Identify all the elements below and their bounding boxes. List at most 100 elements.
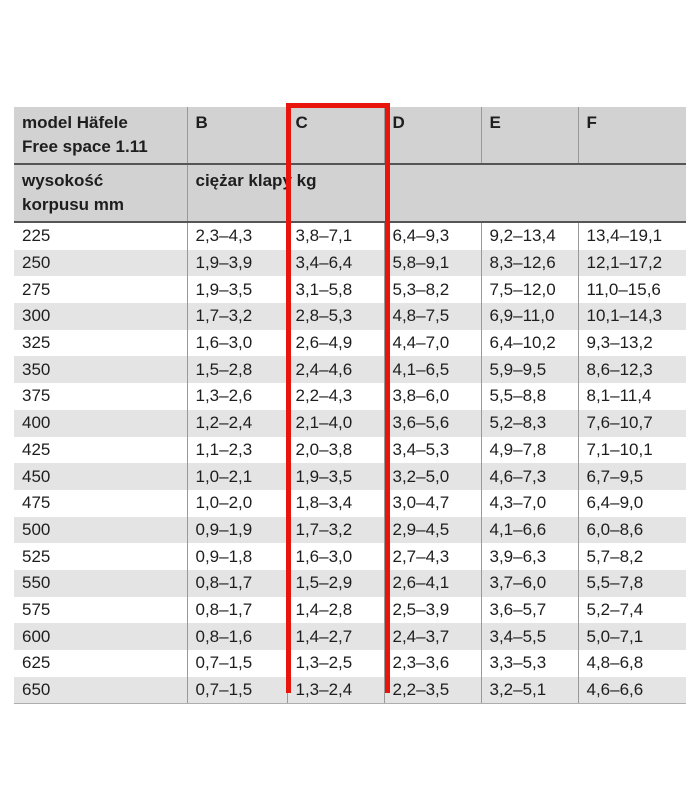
cell-weight-range-b: 1,0–2,0 — [186, 489, 287, 517]
cell-weight-range-b: 1,0–2,1 — [186, 463, 287, 490]
table-row: 325 1,6–3,0 2,6–4,9 4,4–7,0 6,4–10,2 9,3–13,2 — [14, 329, 686, 357]
table-row: 225 2,3–4,3 3,8–7,1 6,4–9,3 9,2–13,4 13,4–19,… — [14, 222, 686, 250]
cell-weight-range-f: 7,6–10,7 — [577, 409, 686, 437]
cell-body-height-mm: 525 — [14, 543, 187, 570]
cell-weight-range-c: 1,3–2,5 — [286, 650, 384, 677]
cell-body-height-mm: 400 — [14, 409, 187, 437]
cell-weight-range-f: 6,7–9,5 — [577, 463, 686, 490]
cell-body-height-mm: 275 — [14, 276, 187, 304]
cell-body-height-mm: 625 — [14, 650, 187, 677]
cell-weight-range-f: 8,1–11,4 — [577, 383, 686, 410]
cell-weight-range-d: 2,4–3,7 — [383, 623, 481, 650]
table-row: 425 1,1–2,3 2,0–3,8 3,4–5,3 4,9–7,8 7,1–10,1 — [14, 436, 686, 464]
cell-weight-range-b: 1,5–2,8 — [186, 356, 287, 384]
cell-weight-range-d: 5,8–9,1 — [383, 249, 481, 277]
cell-weight-range-d: 3,4–5,3 — [383, 436, 481, 464]
cell-weight-range-c: 3,1–5,8 — [286, 276, 384, 304]
column-header-d: D — [383, 107, 481, 165]
cell-weight-range-e: 3,4–5,5 — [480, 623, 578, 650]
cell-weight-range-f: 8,6–12,3 — [577, 356, 686, 384]
cell-weight-range-c: 2,0–3,8 — [286, 436, 384, 464]
cell-weight-range-e: 6,4–10,2 — [480, 329, 578, 357]
table-row: 575 0,8–1,7 1,4–2,8 2,5–3,9 3,6–5,7 5,2–7,4 — [14, 596, 686, 624]
cell-weight-range-e: 3,2–5,1 — [480, 676, 578, 705]
table-row: 450 1,0–2,1 1,9–3,5 3,2–5,0 4,6–7,3 6,7–9,5 — [14, 463, 686, 490]
cell-weight-range-f: 6,4–9,0 — [577, 489, 686, 517]
cell-weight-range-f: 7,1–10,1 — [577, 436, 686, 464]
table-row: 500 0,9–1,9 1,7–3,2 2,9–4,5 4,1–6,6 6,0–8,6 — [14, 516, 686, 544]
cell-weight-range-c: 2,4–4,6 — [286, 356, 384, 384]
cell-weight-range-c: 1,3–2,4 — [286, 676, 384, 705]
cell-weight-range-c: 3,4–6,4 — [286, 249, 384, 277]
cell-weight-range-d: 4,4–7,0 — [383, 329, 481, 357]
header-row-units: wysokość korpusu mm ciężar klapy kg — [14, 164, 686, 223]
cell-weight-range-b: 0,8–1,7 — [186, 596, 287, 624]
table-row: 650 0,7–1,5 1,3–2,4 2,2–3,5 3,2–5,1 4,6–6,6 — [14, 676, 686, 705]
cell-weight-range-f: 4,6–6,6 — [577, 676, 686, 705]
cell-weight-range-c: 1,4–2,8 — [286, 596, 384, 624]
cell-weight-range-f: 5,2–7,4 — [577, 596, 686, 624]
cell-weight-range-e: 8,3–12,6 — [480, 249, 578, 277]
cell-weight-range-e: 4,9–7,8 — [480, 436, 578, 464]
cell-weight-range-c: 1,6–3,0 — [286, 543, 384, 570]
cell-weight-range-d: 2,2–3,5 — [383, 676, 481, 705]
cell-weight-range-b: 1,9–3,5 — [186, 276, 287, 304]
cell-weight-range-b: 1,6–3,0 — [186, 329, 287, 357]
table-row: 625 0,7–1,5 1,3–2,5 2,3–3,6 3,3–5,3 4,8–6,8 — [14, 650, 686, 677]
cell-weight-range-e: 3,3–5,3 — [480, 650, 578, 677]
cell-weight-range-b: 1,1–2,3 — [186, 436, 287, 464]
cell-weight-range-e: 6,9–11,0 — [480, 303, 578, 330]
cell-weight-range-d: 3,6–5,6 — [383, 409, 481, 437]
cell-weight-range-f: 9,3–13,2 — [577, 329, 686, 357]
cell-weight-range-c: 2,1–4,0 — [286, 409, 384, 437]
cell-weight-range-b: 0,9–1,9 — [186, 516, 287, 544]
cell-weight-range-c: 1,9–3,5 — [286, 463, 384, 490]
cell-weight-range-e: 7,5–12,0 — [480, 276, 578, 304]
cell-body-height-mm: 475 — [14, 489, 187, 517]
model-header-cell: model Häfele Free space 1.11 — [14, 107, 187, 165]
cell-weight-range-c: 1,5–2,9 — [286, 569, 384, 597]
column-header-c: C — [286, 107, 384, 165]
cell-weight-range-c: 3,8–7,1 — [286, 222, 384, 250]
cell-weight-range-c: 2,6–4,9 — [286, 329, 384, 357]
cell-weight-range-f: 5,7–8,2 — [577, 543, 686, 570]
cell-body-height-mm: 575 — [14, 596, 187, 624]
column-header-e: E — [480, 107, 578, 165]
cell-weight-range-b: 1,3–2,6 — [186, 383, 287, 410]
cell-weight-range-e: 5,2–8,3 — [480, 409, 578, 437]
cell-weight-range-b: 0,8–1,7 — [186, 569, 287, 597]
cell-weight-range-c: 2,8–5,3 — [286, 303, 384, 330]
cell-weight-range-f: 6,0–8,6 — [577, 516, 686, 544]
cell-weight-range-f: 5,0–7,1 — [577, 623, 686, 650]
cell-weight-range-e: 3,9–6,3 — [480, 543, 578, 570]
cell-weight-range-b: 0,7–1,5 — [186, 650, 287, 677]
table-row: 350 1,5–2,8 2,4–4,6 4,1–6,5 5,9–9,5 8,6–12,3 — [14, 356, 686, 384]
cell-weight-range-e: 4,6–7,3 — [480, 463, 578, 490]
cell-body-height-mm: 600 — [14, 623, 187, 650]
cell-weight-range-e: 3,7–6,0 — [480, 569, 578, 597]
cell-weight-range-d: 2,7–4,3 — [383, 543, 481, 570]
table-row: 275 1,9–3,5 3,1–5,8 5,3–8,2 7,5–12,0 11,0–15,… — [14, 276, 686, 304]
cell-weight-range-c: 2,2–4,3 — [286, 383, 384, 410]
cell-weight-range-f: 11,0–15,6 — [577, 276, 686, 304]
cell-weight-range-b: 1,2–2,4 — [186, 409, 287, 437]
cell-weight-range-d: 2,5–3,9 — [383, 596, 481, 624]
table-row: 600 0,8–1,6 1,4–2,7 2,4–3,7 3,4–5,5 5,0–7,1 — [14, 623, 686, 650]
cell-weight-range-b: 0,8–1,6 — [186, 623, 287, 650]
cell-weight-range-e: 5,5–8,8 — [480, 383, 578, 410]
cell-body-height-mm: 550 — [14, 569, 187, 597]
table-body: 225 2,3–4,3 3,8–7,1 6,4–9,3 9,2–13,4 13,4–19,… — [14, 222, 686, 705]
cell-weight-range-c: 1,7–3,2 — [286, 516, 384, 544]
cell-weight-range-d: 2,6–4,1 — [383, 569, 481, 597]
weight-spec-table: model Häfele Free space 1.11 B C D E F w… — [14, 107, 686, 705]
cell-weight-range-d: 3,8–6,0 — [383, 383, 481, 410]
column-header-f: F — [577, 107, 686, 165]
header-row-model: model Häfele Free space 1.11 B C D E F — [14, 107, 686, 165]
table-row: 475 1,0–2,0 1,8–3,4 3,0–4,7 4,3–7,0 6,4–9,0 — [14, 489, 686, 517]
cell-weight-range-c: 1,4–2,7 — [286, 623, 384, 650]
table-row: 300 1,7–3,2 2,8–5,3 4,8–7,5 6,9–11,0 10,1–14,… — [14, 303, 686, 330]
cell-weight-range-d: 2,3–3,6 — [383, 650, 481, 677]
cell-body-height-mm: 650 — [14, 676, 187, 705]
cell-body-height-mm: 300 — [14, 303, 187, 330]
